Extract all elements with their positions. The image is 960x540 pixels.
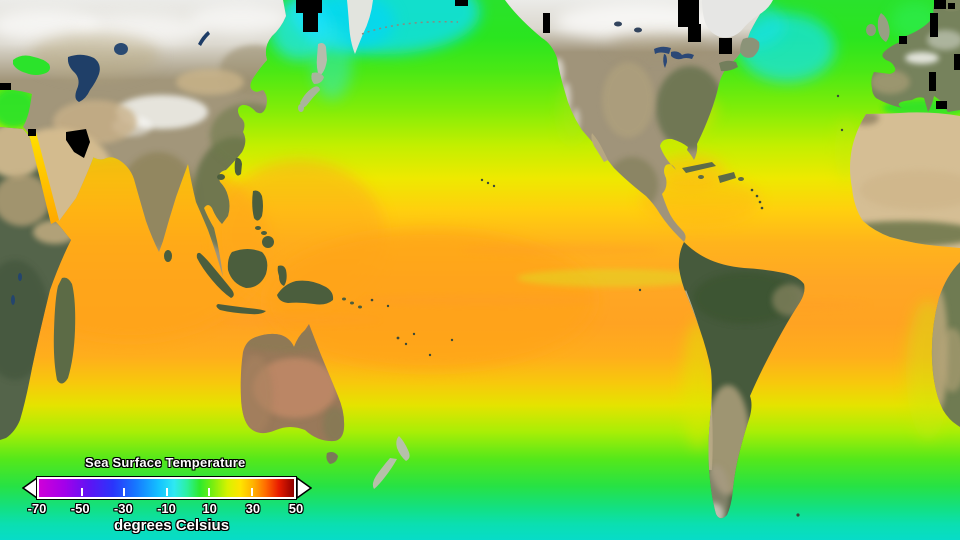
islands-caribbean <box>682 162 744 183</box>
island-sulawesi <box>277 265 287 286</box>
island-ireland <box>866 24 876 36</box>
island-madagascar <box>53 277 76 384</box>
island-hispaniola <box>718 172 736 183</box>
red-sea <box>29 132 59 224</box>
island-java <box>216 304 266 315</box>
island-taiwan <box>234 157 242 176</box>
islands-southeast-asia <box>164 157 362 315</box>
islands-new-zealand <box>372 436 410 489</box>
alps-snow <box>905 52 939 64</box>
no-data-layer <box>0 0 960 158</box>
island-great-britain <box>877 13 890 42</box>
persian-gulf-no-data <box>66 129 90 158</box>
island-borneo <box>227 249 268 288</box>
island-cuba <box>682 162 716 173</box>
island-hainan <box>217 174 225 180</box>
kamchatka <box>347 0 373 54</box>
baffin-arctic <box>702 0 773 38</box>
lake-baikal <box>198 31 210 46</box>
inland-waters-layer <box>11 21 694 305</box>
small-islands-layer <box>361 21 844 517</box>
nova-scotia <box>719 60 738 72</box>
island-sakhalin <box>316 43 327 76</box>
island-new-guinea <box>277 280 334 305</box>
island-newfoundland <box>740 37 760 58</box>
island-sumatra <box>196 252 234 298</box>
island-tasmania <box>326 452 338 464</box>
caspian-sea <box>67 54 100 102</box>
aral-sea <box>114 43 128 55</box>
europe-terrain <box>871 30 960 94</box>
baja-california <box>591 133 608 162</box>
island-sri-lanka <box>164 250 172 262</box>
great-lakes <box>654 46 694 68</box>
islands-japan <box>298 72 324 112</box>
black-sea <box>13 55 50 75</box>
africa-east-terrain <box>0 127 71 380</box>
island-mindanao <box>262 236 274 248</box>
island-luzon <box>252 190 263 221</box>
hudson-bay-no-data <box>678 0 699 27</box>
